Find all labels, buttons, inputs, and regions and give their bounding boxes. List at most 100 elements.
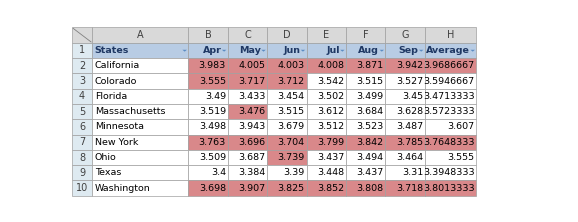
Bar (228, 28, 267, 43)
Text: D: D (283, 30, 291, 40)
Bar (188, 104, 228, 119)
Bar (425, 89, 476, 104)
Text: Apr: Apr (202, 46, 221, 55)
Bar (306, 73, 346, 89)
Bar (72, 73, 92, 89)
Text: A: A (137, 30, 143, 40)
Text: 3.45: 3.45 (402, 92, 423, 101)
Bar (346, 104, 386, 119)
Text: 3.384: 3.384 (238, 168, 265, 177)
Text: 3.825: 3.825 (277, 184, 305, 193)
Bar (425, 104, 476, 119)
Bar (425, 180, 476, 196)
Bar (386, 150, 425, 165)
Polygon shape (419, 50, 424, 52)
Text: 3.943: 3.943 (238, 123, 265, 131)
Bar (72, 180, 92, 196)
Bar (386, 58, 425, 73)
Text: 4.003: 4.003 (277, 61, 305, 70)
Text: 3.704: 3.704 (277, 138, 305, 147)
Bar (267, 89, 306, 104)
Text: 3.687: 3.687 (238, 153, 265, 162)
Polygon shape (301, 50, 305, 52)
Text: 3.519: 3.519 (199, 107, 226, 116)
Polygon shape (470, 50, 475, 52)
Text: 3.49: 3.49 (205, 92, 226, 101)
Bar (386, 43, 425, 58)
Text: Colorado: Colorado (95, 77, 137, 85)
Text: F: F (363, 30, 368, 40)
Text: 3.487: 3.487 (396, 123, 423, 131)
Text: 3.5723333: 3.5723333 (423, 107, 475, 116)
Bar (386, 89, 425, 104)
Bar (228, 135, 267, 150)
Text: 3.696: 3.696 (238, 138, 265, 147)
Text: 3.607: 3.607 (447, 123, 475, 131)
Bar (346, 135, 386, 150)
Bar (188, 89, 228, 104)
Text: C: C (244, 30, 251, 40)
Bar (425, 165, 476, 180)
Text: Florida: Florida (95, 92, 127, 101)
Bar (267, 150, 306, 165)
Text: 2: 2 (79, 61, 85, 71)
Text: Texas: Texas (95, 168, 121, 177)
Bar (72, 150, 92, 165)
Text: 3.454: 3.454 (277, 92, 305, 101)
Bar (92, 135, 188, 150)
Bar (228, 180, 267, 196)
Bar (306, 43, 346, 58)
Bar (306, 89, 346, 104)
Text: 3.628: 3.628 (396, 107, 423, 116)
Text: 3.502: 3.502 (317, 92, 344, 101)
Text: 3.448: 3.448 (317, 168, 344, 177)
Bar (425, 135, 476, 150)
Bar (267, 180, 306, 196)
Bar (306, 104, 346, 119)
Bar (92, 104, 188, 119)
Bar (228, 104, 267, 119)
Text: 3.717: 3.717 (238, 77, 265, 85)
Text: 10: 10 (76, 183, 88, 193)
Bar (267, 43, 306, 58)
Text: Ohio: Ohio (95, 153, 116, 162)
Text: 3.31: 3.31 (402, 168, 423, 177)
Text: 3.555: 3.555 (447, 153, 475, 162)
Text: 3.871: 3.871 (357, 61, 384, 70)
Text: Minnesota: Minnesota (95, 123, 144, 131)
Text: 1: 1 (79, 46, 85, 56)
Bar (188, 150, 228, 165)
Text: 3.4: 3.4 (211, 168, 226, 177)
Text: 4: 4 (79, 91, 85, 101)
Bar (425, 28, 476, 43)
Text: 3.942: 3.942 (396, 61, 423, 70)
Text: 3.9686667: 3.9686667 (423, 61, 475, 70)
Text: 9: 9 (79, 168, 85, 178)
Bar (267, 135, 306, 150)
Text: 3.476: 3.476 (238, 107, 265, 116)
Text: 4.008: 4.008 (317, 61, 344, 70)
Text: 3.698: 3.698 (199, 184, 226, 193)
Bar (72, 104, 92, 119)
Text: 3.763: 3.763 (199, 138, 226, 147)
Text: 4.005: 4.005 (238, 61, 265, 70)
Text: 3.437: 3.437 (317, 153, 344, 162)
Text: H: H (447, 30, 454, 40)
Text: 3: 3 (79, 76, 85, 86)
Bar (306, 150, 346, 165)
Bar (386, 180, 425, 196)
Text: 3.5946667: 3.5946667 (423, 77, 475, 85)
Text: 3.542: 3.542 (317, 77, 344, 85)
Bar (425, 119, 476, 135)
Bar (228, 119, 267, 135)
Text: Massachusetts: Massachusetts (95, 107, 165, 116)
Bar (72, 28, 92, 43)
Text: 3.842: 3.842 (357, 138, 384, 147)
Bar (72, 165, 92, 180)
Bar (267, 104, 306, 119)
Bar (72, 135, 92, 150)
Text: 3.3948333: 3.3948333 (423, 168, 475, 177)
Bar (425, 58, 476, 73)
Text: 3.679: 3.679 (277, 123, 305, 131)
Text: 3.512: 3.512 (317, 123, 344, 131)
